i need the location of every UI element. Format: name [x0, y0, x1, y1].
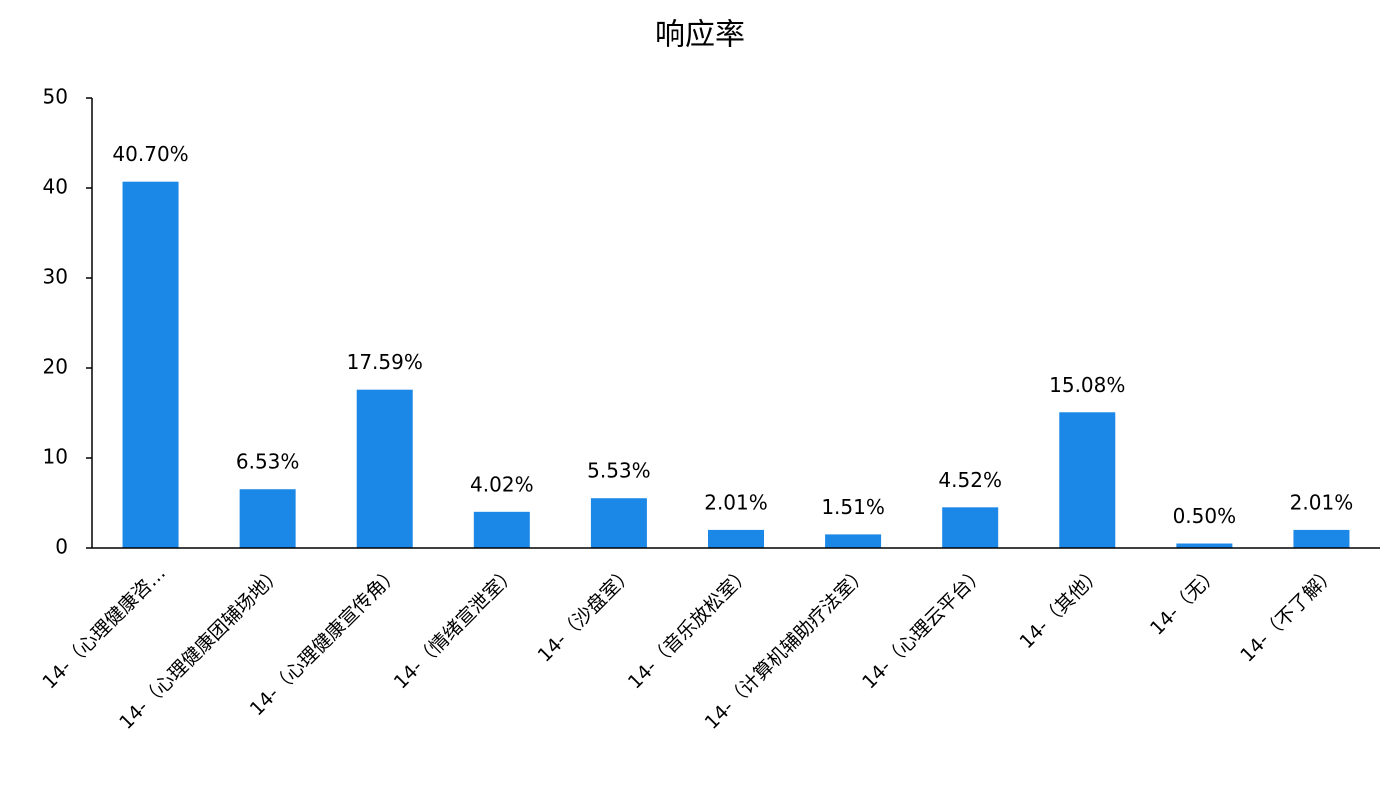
bar — [1293, 529, 1350, 548]
value-label: 40.70% — [112, 142, 188, 166]
y-tick-label: 10 — [43, 445, 68, 469]
value-label: 17.59% — [347, 350, 423, 374]
value-label: 1.51% — [821, 495, 885, 519]
x-tick-label: 14-（沙盘室） — [534, 562, 639, 667]
bar — [1059, 412, 1116, 548]
x-tick-label: 14-（不了解） — [1236, 562, 1341, 667]
value-label: 5.53% — [587, 459, 651, 483]
bar — [825, 534, 882, 548]
y-tick-label: 30 — [43, 265, 68, 289]
bar — [590, 498, 647, 548]
bar — [942, 507, 999, 548]
value-label: 4.02% — [470, 472, 534, 496]
x-tick-label: 14-（情绪宣泄室） — [390, 562, 522, 694]
value-label: 6.53% — [236, 450, 300, 474]
value-label: 2.01% — [1290, 490, 1354, 514]
x-tick-label: 14-（无） — [1146, 562, 1224, 640]
y-tick-label: 0 — [55, 535, 68, 559]
value-label: 0.50% — [1173, 504, 1237, 528]
bar — [356, 389, 413, 548]
bar — [122, 181, 179, 548]
x-tick-label: 14-（其他） — [1015, 562, 1106, 653]
x-tick-label: 14-（心理云平台） — [858, 562, 990, 694]
x-tick-label: 14-（心理健康咨… — [38, 562, 170, 694]
chart-title: 响应率 — [655, 18, 745, 53]
value-label: 15.08% — [1049, 373, 1125, 397]
value-label: 4.52% — [938, 468, 1002, 492]
x-tick-label: 14-（音乐放松室） — [624, 562, 756, 694]
bar — [473, 511, 530, 548]
bar — [708, 529, 764, 548]
y-tick-label: 50 — [43, 85, 68, 109]
y-tick-label: 20 — [43, 355, 68, 379]
bar — [1176, 543, 1233, 548]
y-tick-label: 40 — [43, 175, 68, 199]
bar — [239, 489, 296, 548]
value-label: 2.01% — [704, 490, 768, 514]
